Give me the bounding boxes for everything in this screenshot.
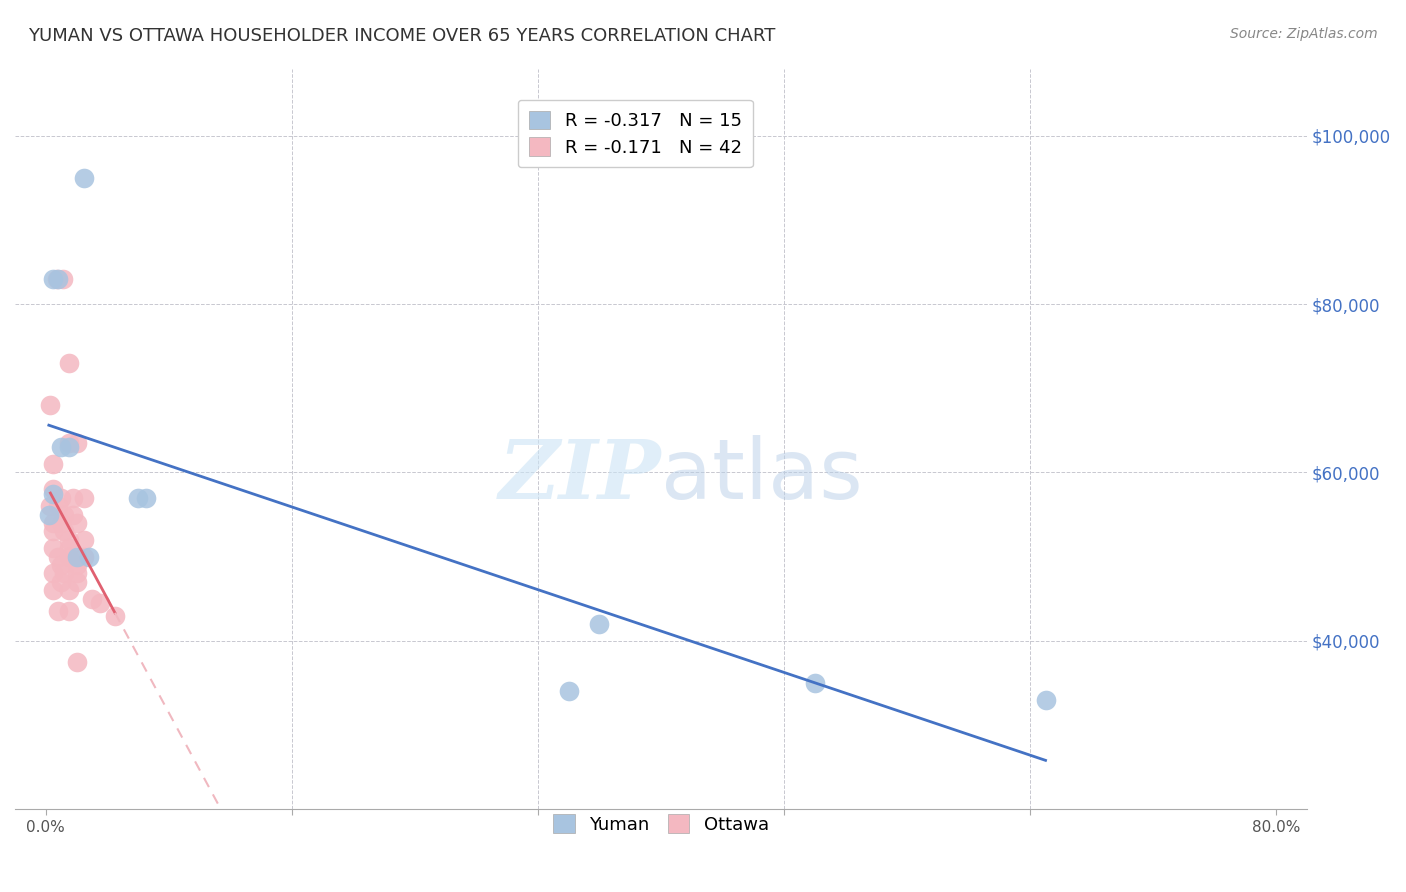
Point (135, 491, 157, 505)
Point (42, 483, 65, 497)
Point (73, 549, 96, 564)
Point (42, 566, 65, 581)
Point (89, 596, 111, 610)
Point (58, 533, 80, 547)
Point (65, 436, 87, 450)
Point (49, 574, 72, 589)
Point (104, 608, 127, 623)
Point (58, 583, 80, 598)
Point (49, 516, 72, 530)
Point (39, 499, 62, 513)
Point (42, 516, 65, 530)
Point (65, 655, 87, 669)
Point (42, 486, 65, 500)
Point (46, 272, 69, 286)
Point (77, 549, 100, 564)
Point (53, 524, 76, 539)
Point (49, 558, 72, 572)
Point (52, 272, 75, 286)
Point (65, 574, 87, 589)
Point (804, 676, 827, 690)
Point (42, 524, 65, 539)
Point (73, 170, 96, 185)
Point (58, 436, 80, 450)
Text: YUMAN VS OTTAWA HOUSEHOLDER INCOME OVER 65 YEARS CORRELATION CHART: YUMAN VS OTTAWA HOUSEHOLDER INCOME OVER … (28, 27, 776, 45)
Point (557, 684, 579, 698)
Point (46, 549, 69, 564)
Point (58, 440, 80, 454)
Point (65, 516, 87, 530)
Point (53, 566, 76, 581)
Point (127, 491, 149, 505)
Text: Source: ZipAtlas.com: Source: ZipAtlas.com (1230, 27, 1378, 41)
Legend: Yuman, Ottawa: Yuman, Ottawa (543, 804, 780, 845)
Point (62, 491, 84, 505)
Point (62, 508, 84, 522)
Point (73, 491, 96, 505)
Point (58, 356, 80, 370)
Point (80, 591, 103, 606)
Point (45, 272, 67, 286)
Point (65, 558, 87, 572)
Point (58, 541, 80, 556)
Point (65, 566, 87, 581)
Point (42, 457, 65, 471)
Point (42, 541, 65, 556)
Text: atlas: atlas (661, 435, 863, 516)
Point (53, 508, 76, 522)
Point (39, 398, 62, 412)
Point (38, 508, 60, 522)
Point (1035, 692, 1057, 706)
Point (73, 533, 96, 547)
Point (49, 440, 72, 454)
Point (46, 499, 69, 513)
Point (588, 617, 610, 632)
Point (58, 604, 80, 618)
Point (42, 272, 65, 286)
Point (58, 549, 80, 564)
Point (49, 491, 72, 505)
Text: ZIP: ZIP (498, 436, 661, 516)
Point (65, 549, 87, 564)
Point (42, 583, 65, 598)
Point (46, 604, 69, 618)
